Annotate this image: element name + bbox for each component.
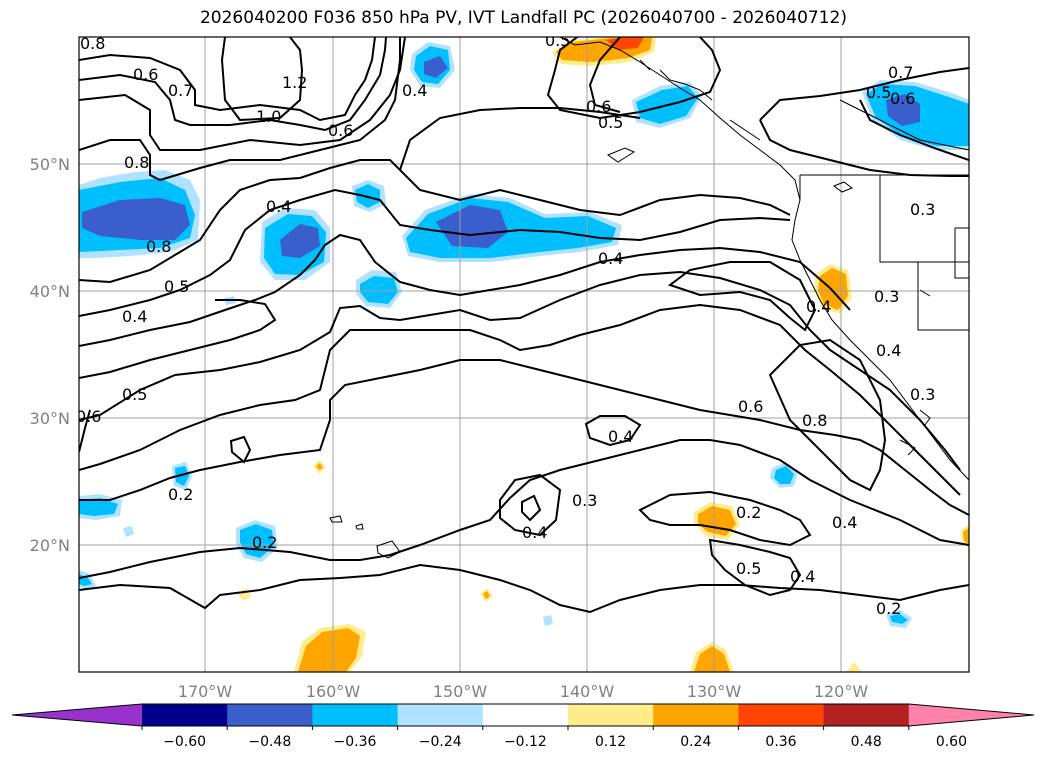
colorbar-extend-max — [908, 704, 1034, 726]
contour-label: 0.4 — [806, 297, 831, 316]
colorbar-tick-label: 0.24 — [680, 734, 711, 750]
colorbar-tick-label: 0.36 — [765, 734, 796, 750]
lat-label: 40°N — [30, 282, 70, 301]
map-panel: 0.8 0.6 0.7 1.2 1.0 0.4 0.6 0.6 0.5 0.5 … — [76, 31, 969, 672]
contour-label: 0.3 — [572, 491, 597, 510]
contour-label: 0.6 — [328, 121, 353, 140]
contour-label: 0.6 — [890, 89, 915, 108]
longitude-labels: 170°W 160°W 150°W 140°W 130°W 120°W — [178, 682, 869, 701]
contour-label: 0.8 — [146, 237, 171, 256]
contour-label: 0.7 — [168, 81, 193, 100]
lat-label: 30°N — [30, 409, 70, 428]
colorbar-swatch — [397, 704, 484, 726]
colorbar-swatch — [568, 704, 654, 726]
contour-label: 0.6 — [738, 397, 763, 416]
lon-label: 160°W — [306, 682, 361, 701]
contour-label: 0.2 — [168, 485, 193, 504]
map-title: 2026040200 F036 850 hPa PV, IVT Landfall… — [199, 8, 847, 28]
contour-label: 0.2 — [876, 599, 901, 618]
contour-label: 0.8 — [124, 153, 149, 172]
lon-label: 140°W — [560, 682, 615, 701]
contour-label: 0.2 — [736, 503, 761, 522]
graticule — [79, 37, 969, 672]
contour-label: 0.4 — [402, 81, 427, 100]
contour-label: 0.3 — [910, 385, 935, 404]
contour-label: 1.2 — [282, 73, 307, 92]
contour-label: 0.4 — [876, 341, 901, 360]
coastline — [329, 37, 969, 559]
contour-label: 0.5 — [736, 559, 761, 578]
contour-label: 0.7 — [888, 63, 913, 82]
contour-label: 0.5 — [164, 277, 189, 296]
lat-label: 20°N — [30, 536, 70, 555]
contour-label: 0.8 — [802, 411, 827, 430]
pv-contours — [79, 37, 969, 614]
lon-label: 130°W — [687, 682, 742, 701]
colorbar-tick-label: 0.60 — [936, 734, 967, 750]
contour-label: 0.6 — [76, 407, 101, 426]
contour-label: 0.6 — [133, 65, 158, 84]
colorbar-swatch — [823, 704, 910, 726]
contour-label: 0.5 — [866, 83, 891, 102]
colorbar-swatch — [142, 704, 228, 726]
lon-label: 170°W — [178, 682, 233, 701]
contour-label: 1.0 — [256, 107, 281, 126]
contour-label: 0.8 — [80, 34, 105, 53]
contour-label: 0.4 — [122, 307, 147, 326]
colorbar-tick-label: −0.36 — [334, 734, 377, 750]
contour-label: 0.4 — [522, 523, 547, 542]
lat-label: 50°N — [30, 155, 70, 174]
contour-labels: 0.8 0.6 0.7 1.2 1.0 0.4 0.6 0.6 0.5 0.5 … — [76, 31, 935, 618]
colorbar-extend-min — [12, 704, 142, 726]
contour-label: 0.6 — [586, 97, 611, 116]
colorbar-swatch — [738, 704, 825, 726]
contour-label: 0.5 — [598, 113, 623, 132]
colorbar-tick-label: 0.12 — [595, 734, 626, 750]
map-frame — [78, 36, 970, 673]
lon-label: 120°W — [814, 682, 869, 701]
contour-label: 0.4 — [608, 427, 633, 446]
colorbar: −0.60 −0.48 −0.36 −0.24 −0.12 0.12 0.24 0.36 0.4… — [11, 703, 1035, 750]
contour-label: 0.3 — [910, 200, 935, 219]
colorbar-tick-label: −0.24 — [419, 734, 462, 750]
colorbar-swatch — [482, 704, 569, 726]
colorbar-tick-label: −0.48 — [248, 734, 291, 750]
colorbar-tick-label: 0.48 — [851, 734, 882, 750]
contour-label: 0.5 — [545, 31, 570, 50]
colorbar-tick-label: −0.60 — [163, 734, 206, 750]
contour-label: 0.4 — [832, 513, 857, 532]
colorbar-swatch — [227, 704, 313, 726]
contour-label: 0.3 — [874, 287, 899, 306]
lon-label: 150°W — [433, 682, 488, 701]
contour-label: 0.4 — [266, 197, 291, 216]
latitude-labels: 50°N 40°N 30°N 20°N — [30, 155, 70, 555]
colorbar-tick-label: −0.12 — [504, 734, 547, 750]
contour-label: 0.5 — [122, 385, 147, 404]
contour-label: 0.2 — [252, 533, 277, 552]
colorbar-swatch — [653, 704, 739, 726]
negative-anomaly-fill — [79, 42, 969, 628]
contour-label: 0.4 — [598, 249, 623, 268]
contour-label: 0.4 — [790, 567, 815, 586]
colorbar-swatch — [312, 704, 399, 726]
